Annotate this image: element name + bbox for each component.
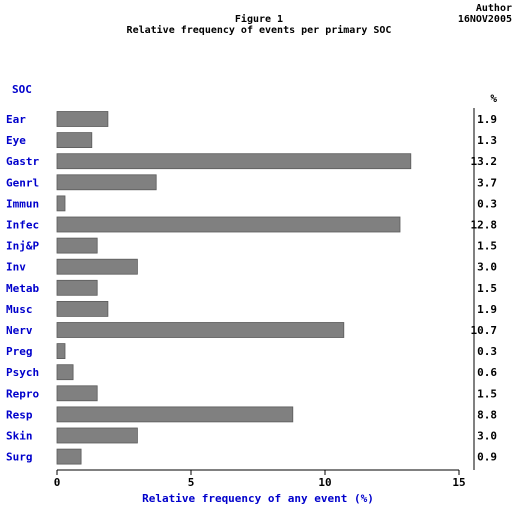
category-labels: Ear Eye Gastr Genrl Immun Infec Inj&P Inv Metab M… — [6, 113, 39, 464]
value-labels: 1.9 1.3 13.2 3.7 0.3 12.8 1.5 3.0 1.5 1.9 10.7 0.3 0… — [471, 113, 498, 464]
x-tick-label-5: 5 — [188, 476, 195, 489]
bar-skin — [56, 427, 138, 444]
value-label-nerv: 10.7 — [471, 324, 498, 337]
bar-infec — [56, 216, 401, 233]
category-label-nerv: Nerv — [6, 324, 33, 337]
x-tick-label-10: 10 — [318, 476, 331, 489]
bar-nerv — [56, 322, 345, 338]
category-label-eye: Eye — [6, 134, 26, 147]
category-label-infec: Infec — [6, 219, 39, 232]
value-label-skin: 3.0 — [477, 430, 497, 443]
category-label-preg: Preg — [6, 345, 33, 358]
category-label-surg: Surg — [6, 451, 33, 464]
category-label-inv: Inv — [6, 261, 26, 274]
x-axis-title: Relative frequency of any event (%) — [142, 492, 374, 505]
bar-ear — [56, 111, 109, 127]
value-label-ear: 1.9 — [477, 113, 497, 126]
value-label-musc: 1.9 — [477, 303, 497, 316]
category-label-gastr: Gastr — [6, 155, 39, 168]
category-label-musc: Musc — [6, 303, 33, 316]
bar-repro — [56, 385, 98, 402]
bar-musc — [56, 300, 109, 317]
chart-title: Figure 1 — [235, 13, 283, 25]
value-label-resp: 8.8 — [477, 408, 497, 421]
category-label-resp: Resp — [6, 408, 33, 421]
bar-metab — [56, 279, 98, 296]
value-label-genrl: 3.7 — [477, 176, 497, 189]
bar-gastr — [56, 153, 412, 170]
bar-resp — [56, 406, 294, 423]
category-label-psych: Psych — [6, 366, 39, 379]
category-label-skin: Skin — [6, 430, 33, 443]
category-axis-label: SOC — [12, 83, 32, 96]
value-label-repro: 1.5 — [477, 387, 497, 400]
category-label-repro: Repro — [6, 387, 39, 400]
bar-inj-p — [56, 237, 98, 254]
value-label-metab: 1.5 — [477, 282, 497, 295]
bar-preg — [56, 343, 66, 360]
x-ticks: 0 5 10 15 — [54, 470, 466, 489]
value-label-eye: 1.3 — [477, 134, 497, 147]
bars — [56, 111, 412, 465]
author-label: Author — [476, 3, 512, 14]
bar-psych — [56, 364, 74, 381]
bar-genrl — [56, 174, 157, 191]
bar-inv — [56, 258, 138, 275]
value-label-preg: 0.3 — [477, 345, 497, 358]
value-label-gastr: 13.2 — [471, 155, 498, 168]
x-tick-label-15: 15 — [452, 476, 465, 489]
bar-immun — [56, 195, 66, 212]
x-tick-label-0: 0 — [54, 476, 61, 489]
value-column-label: % — [490, 92, 497, 105]
value-label-inj-p: 1.5 — [477, 240, 497, 253]
bar-surg — [56, 448, 82, 465]
category-label-genrl: Genrl — [6, 176, 39, 189]
chart-subtitle: Relative frequency of events per primary… — [127, 24, 392, 36]
value-label-surg: 0.9 — [477, 451, 497, 464]
value-label-infec: 12.8 — [471, 219, 498, 232]
category-label-metab: Metab — [6, 282, 39, 295]
date-label: 16NOV2005 — [458, 14, 512, 25]
value-label-immun: 0.3 — [477, 197, 497, 210]
value-label-inv: 3.0 — [477, 261, 497, 274]
value-label-psych: 0.6 — [477, 366, 497, 379]
category-label-inj-p: Inj&P — [6, 240, 39, 253]
category-label-immun: Immun — [6, 197, 39, 210]
bar-eye — [56, 132, 93, 149]
category-label-ear: Ear — [6, 113, 26, 126]
